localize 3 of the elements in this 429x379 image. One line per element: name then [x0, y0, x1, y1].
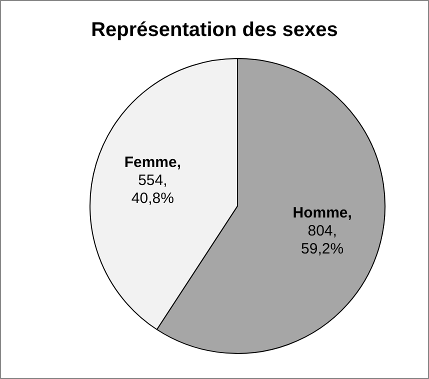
slice-label: Homme, 804, 59,2%	[292, 204, 352, 258]
slice-label: Femme, 554, 40,8%	[124, 154, 182, 207]
chart-title: Représentation des sexes	[90, 19, 339, 42]
